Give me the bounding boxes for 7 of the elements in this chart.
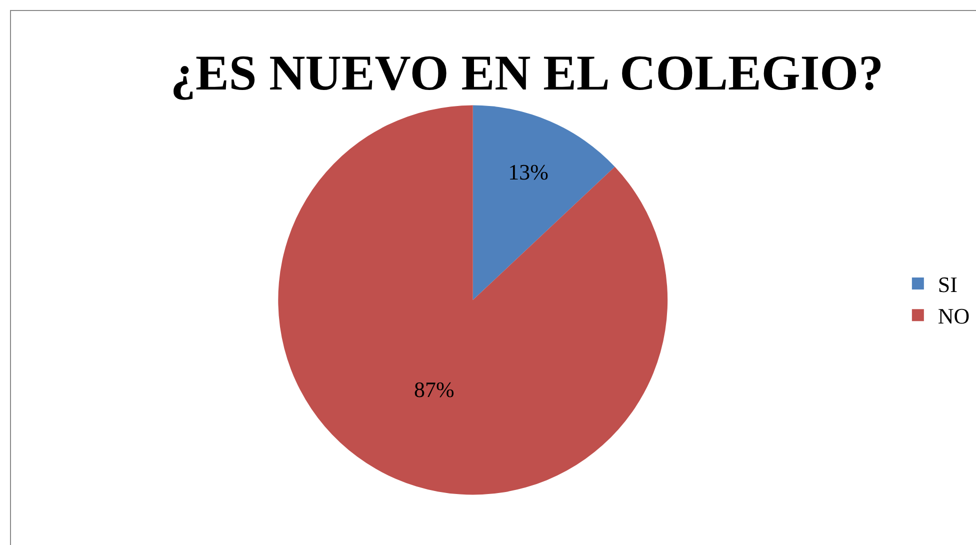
legend-label: SI [938, 272, 958, 298]
data-label: 13% [508, 160, 548, 185]
pie-slice [278, 105, 668, 495]
pie-slice [472, 105, 615, 300]
data-label: 87% [414, 376, 454, 402]
legend-label: NO [938, 304, 970, 329]
chart-title: ¿ES NUEVO EN EL COLEGIO? [170, 44, 884, 100]
